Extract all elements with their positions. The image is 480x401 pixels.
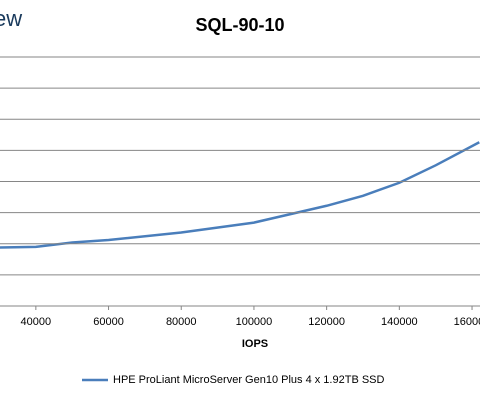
x-tick-label: 40000 <box>21 316 52 328</box>
legend-label: HPE ProLiant MicroServer Gen10 Plus 4 x … <box>113 374 385 386</box>
x-axis-label: IOPS <box>242 338 268 350</box>
x-tick-label: 120000 <box>308 316 345 328</box>
x-tick-label: 100000 <box>236 316 273 328</box>
plot-area <box>0 141 480 249</box>
x-tick-label: 60000 <box>93 316 124 328</box>
logo: ew <box>0 6 22 31</box>
data-line <box>0 141 480 249</box>
x-tick-label: 160000 <box>454 316 480 328</box>
x-tick-label: 140000 <box>381 316 418 328</box>
chart-title: SQL-90-10 <box>195 15 284 35</box>
x-tick-label: 80000 <box>166 316 197 328</box>
